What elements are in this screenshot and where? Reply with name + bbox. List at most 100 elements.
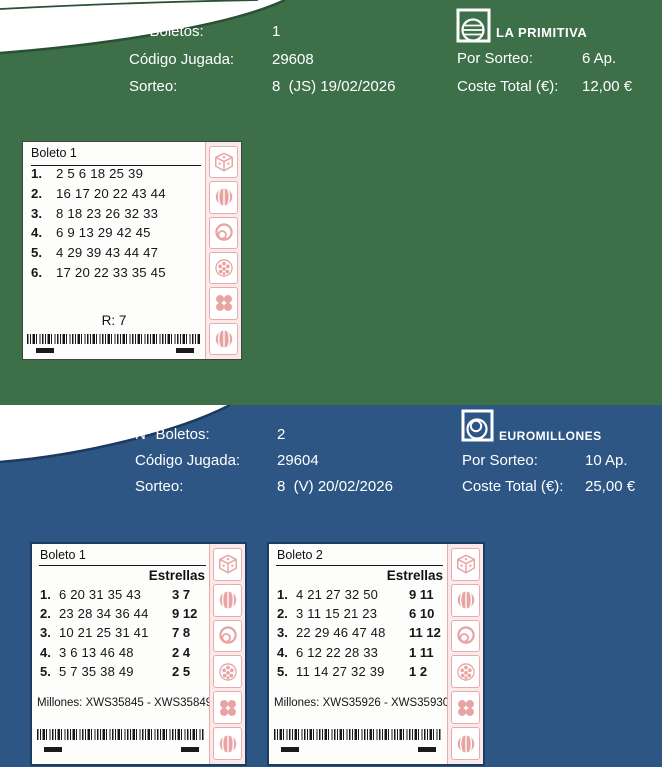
dotted-ball-icon — [213, 655, 242, 689]
codigo-jugada-label: Código Jugada: — [129, 50, 235, 68]
number-row: 2. 16 17 20 22 43 44 — [31, 186, 166, 202]
row-numbers: 16 17 20 22 43 44 — [56, 186, 166, 202]
number-row: 3. 8 18 23 26 32 33 — [31, 205, 159, 221]
row-numbers: 4 21 27 32 50 — [296, 587, 379, 603]
sorteo-value: 8 (JS) 19/02/2026 — [272, 78, 396, 96]
barcode-mark — [176, 348, 194, 353]
millones-codes: Millones: XWS35926 - XWS35930 — [274, 697, 450, 709]
primitiva-panel: Nº Boletos: 1 Código Jugada: 29608 Sorte… — [0, 0, 662, 405]
row-numbers: 6 20 31 35 43 — [59, 587, 142, 603]
row-numbers: 11 14 27 32 39 — [296, 663, 385, 679]
sorteo-label: Sorteo: — [129, 78, 178, 96]
barcode-mark — [44, 747, 62, 752]
ticket-title: Boleto 2 — [277, 548, 323, 562]
number-row: 5. 5 7 35 38 49 2 5 — [40, 663, 191, 679]
row-numbers: 3 11 15 21 23 — [296, 606, 378, 622]
row-estrellas: 11 12 — [409, 625, 441, 641]
num-boletos-value: 1 — [272, 23, 281, 41]
por-sorteo-value: 10 Ap. — [585, 451, 628, 469]
dotted-ball-icon — [209, 251, 238, 285]
number-row: 4. 6 12 22 28 33 1 11 — [277, 644, 434, 660]
por-sorteo-label: Por Sorteo: — [457, 50, 533, 68]
number-row: 6. 17 20 22 33 35 45 — [31, 264, 166, 280]
codigo-jugada-label: Código Jugada: — [135, 451, 241, 469]
por-sorteo-label: Por Sorteo: — [462, 451, 538, 469]
ticket-title-rule — [31, 164, 201, 166]
game-icons-strip — [447, 544, 483, 764]
row-numbers: 6 12 22 28 33 — [296, 644, 379, 660]
ticket-barcode — [37, 729, 205, 740]
dotted-ball-icon — [451, 655, 480, 689]
number-row: 1. 2 5 6 18 25 39 — [31, 166, 144, 182]
number-row: 2. 23 28 34 36 44 9 12 — [40, 606, 198, 622]
number-row: 1. 4 21 27 32 50 9 11 — [277, 587, 434, 603]
game-icons-strip — [209, 544, 245, 764]
primitiva-boleto-1-ticket[interactable]: Boleto 1 1. 2 5 6 18 25 39 2. 16 17 20 2… — [22, 141, 242, 360]
dice-icon — [209, 146, 238, 179]
coste-total-value: 25,00 € — [585, 478, 636, 496]
row-estrellas: 6 10 — [409, 606, 435, 622]
euromillones-header-left: Nº Boletos: 2 Código Jugada: 29604 Sorte… — [135, 421, 393, 499]
row-numbers: 3 6 13 46 48 — [59, 644, 134, 660]
row-estrellas: 1 2 — [409, 663, 428, 679]
coste-total-label: Coste Total (€): — [457, 77, 559, 95]
row-numbers: 10 21 25 31 41 — [59, 625, 149, 641]
striped-ball-icon — [213, 727, 242, 760]
striped-ball-icon — [209, 181, 238, 214]
la-primitiva-brand: LA PRIMITIVA — [496, 25, 588, 40]
coste-total-value: 12,00 € — [582, 77, 633, 95]
millones-codes: Millones: XWS35845 - XWS35849 — [37, 697, 213, 709]
striped-ball-icon — [209, 322, 238, 355]
barcode-mark — [418, 747, 436, 752]
number-row: 2. 3 11 15 21 23 6 10 — [277, 606, 435, 622]
primitiva-header-right: Por Sorteo: 6 Ap. Coste Total (€): 12,00… — [457, 45, 632, 100]
ticket-title-rule — [39, 565, 206, 566]
row-estrellas: 2 5 — [172, 663, 191, 679]
sorteo-value: 8 (V) 20/02/2026 — [277, 477, 393, 495]
num-boletos-value: 2 — [277, 425, 286, 443]
striped-ball-icon — [213, 583, 242, 617]
barcode-mark — [181, 747, 199, 752]
euromillones-number-rows: 1. 4 21 27 32 50 9 11 2. 3 11 15 21 23 6… — [277, 585, 443, 681]
euromillones-boleto-2-ticket[interactable]: Boleto 2 Estrellas 1. 4 21 27 32 50 9 11… — [267, 542, 485, 766]
la-primitiva-logo-icon — [456, 8, 491, 43]
number-row: 5. 4 29 39 43 44 47 — [31, 245, 159, 261]
number-row: 1. 6 20 31 35 43 3 7 — [40, 587, 191, 603]
euromillones-logo-icon — [461, 409, 494, 442]
reintegro-value: R: 7 — [101, 313, 127, 328]
row-numbers: 17 20 22 33 35 45 — [56, 264, 166, 280]
ticket-title: Boleto 1 — [40, 548, 86, 562]
primitiva-number-rows: 1. 2 5 6 18 25 39 2. 16 17 20 22 43 44 3… — [31, 164, 203, 282]
row-estrellas: 9 11 — [409, 587, 434, 603]
clover-icon — [213, 691, 242, 725]
row-numbers: 23 28 34 36 44 — [59, 606, 149, 622]
num-boletos-label: Nº Boletos: — [129, 23, 204, 41]
number-row: 5. 11 14 27 32 39 1 2 — [277, 663, 428, 679]
row-estrellas: 1 11 — [409, 644, 434, 660]
rings-icon — [451, 619, 480, 653]
barcode-mark — [281, 747, 299, 752]
row-numbers: 4 29 39 43 44 47 — [56, 245, 159, 261]
codigo-jugada-value: 29604 — [277, 451, 319, 469]
number-row: 3. 22 29 46 47 48 11 12 — [277, 625, 441, 641]
row-estrellas: 7 8 — [172, 625, 191, 641]
barcode-mark — [36, 348, 54, 353]
row-numbers: 6 9 13 29 42 45 — [56, 225, 151, 241]
ticket-title-rule — [276, 565, 443, 566]
estrellas-header: Estrellas — [386, 568, 443, 583]
estrellas-header: Estrellas — [148, 568, 205, 583]
euromillones-brand: EUROMILLONES — [499, 429, 602, 443]
euromillones-boleto-1-ticket[interactable]: Boleto 1 Estrellas 1. 6 20 31 35 43 3 7 … — [30, 542, 247, 766]
euromillones-panel: Nº Boletos: 2 Código Jugada: 29604 Sorte… — [0, 405, 662, 767]
striped-ball-icon — [451, 583, 480, 617]
number-row: 4. 6 9 13 29 42 45 — [31, 225, 151, 241]
game-icons-strip — [205, 142, 241, 359]
rings-icon — [209, 216, 238, 249]
clover-icon — [209, 287, 238, 320]
number-row: 3. 10 21 25 31 41 7 8 — [40, 625, 191, 641]
codigo-jugada-value: 29608 — [272, 50, 314, 68]
row-estrellas: 9 12 — [172, 606, 198, 622]
row-numbers: 22 29 46 47 48 — [296, 625, 386, 641]
dice-icon — [213, 548, 242, 581]
